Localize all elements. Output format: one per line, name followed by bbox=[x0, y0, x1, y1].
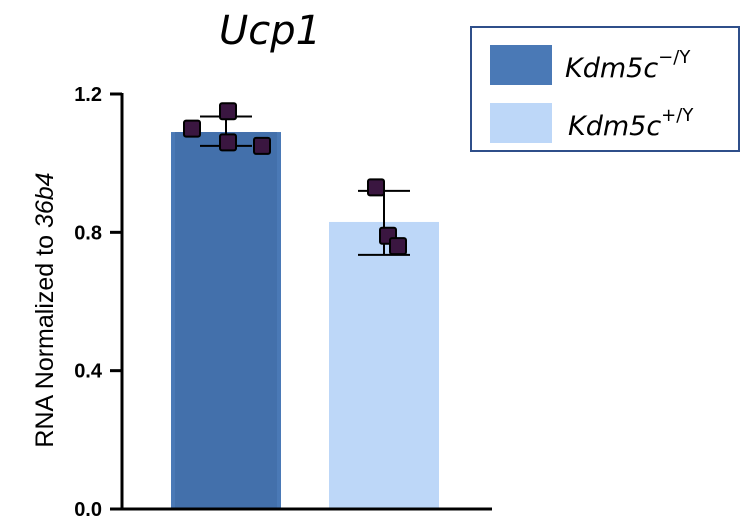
y-axis-label: RNA Normalized to 36b4 bbox=[31, 172, 59, 447]
data-point bbox=[367, 178, 385, 197]
legend-swatch-knockout bbox=[490, 45, 552, 85]
legend-label-wildtype: Kdm5c+/Y bbox=[568, 105, 694, 142]
data-point bbox=[253, 136, 271, 155]
y-tick-label: 0.8 bbox=[74, 222, 102, 244]
bar-shade bbox=[175, 132, 277, 509]
points-layer bbox=[183, 102, 407, 256]
y-axis-ticks: 0.0 0.4 0.8 1.2 bbox=[74, 84, 122, 520]
bars-layer bbox=[171, 132, 439, 510]
legend: Kdm5c−/Y Kdm5c+/Y bbox=[470, 26, 740, 152]
chart-title: Ucp1 bbox=[219, 8, 321, 54]
y-axis-label-prefix: RNA Normalized to bbox=[31, 228, 59, 448]
bar-wildtype bbox=[329, 221, 439, 510]
legend-label-knockout: Kdm5c−/Y bbox=[565, 47, 691, 84]
data-point bbox=[219, 102, 237, 121]
svg-text:RNA Normalized to 36b4: RNA Normalized to 36b4 bbox=[31, 172, 59, 447]
y-tick-label: 1.2 bbox=[74, 84, 102, 106]
data-point bbox=[219, 133, 237, 152]
y-tick-label: 0.4 bbox=[74, 361, 103, 383]
y-tick-label: 0.0 bbox=[74, 499, 102, 520]
data-point bbox=[183, 119, 201, 138]
data-point bbox=[389, 237, 407, 256]
legend-swatch-wildtype bbox=[490, 103, 552, 143]
y-axis-label-gene: 36b4 bbox=[31, 172, 59, 228]
